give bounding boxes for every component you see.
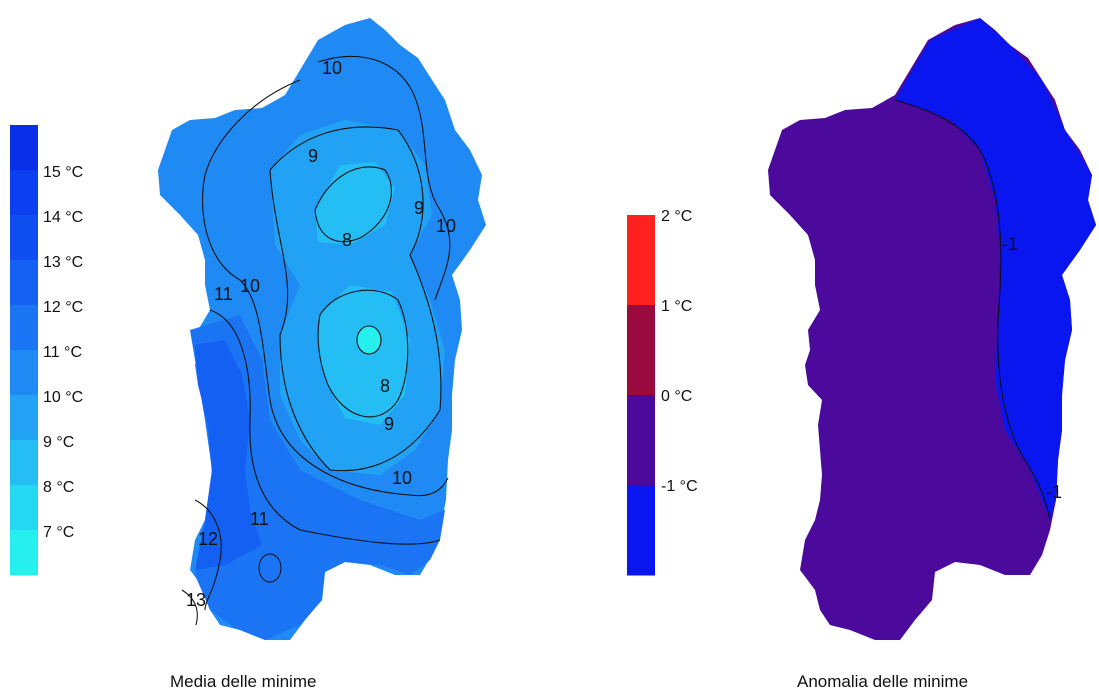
anomaly-colorbar: 2 °C 1 °C 0 °C -1 °C xyxy=(627,208,698,576)
temperature-colorbar-label: 7 °C xyxy=(43,524,74,541)
temperature-colorbar-label: 11 °C xyxy=(43,344,82,361)
contour-lines xyxy=(181,55,451,626)
contour-label: -1 xyxy=(1002,234,1018,254)
contour-label: 10 xyxy=(240,276,260,296)
anomaly-map: -1 -1 xyxy=(768,18,1096,640)
mean-minimum-map: 10 9 9 8 10 11 10 8 9 10 11 12 13 xyxy=(158,18,486,640)
contour-label: 13 xyxy=(186,590,206,610)
contour-label: 10 xyxy=(322,58,342,78)
contour-label: 12 xyxy=(198,529,218,549)
anomaly-colorbar-label: 0 °C xyxy=(661,388,692,405)
temperature-colorbar-label: 9 °C xyxy=(43,434,74,451)
contour-label: 9 xyxy=(384,414,394,434)
temperature-colorbar-segment xyxy=(10,440,38,486)
temperature-colorbar-segment xyxy=(10,260,38,306)
anomaly-colorbar-segment xyxy=(627,215,655,306)
contour-label: 9 xyxy=(308,146,318,166)
temperature-colorbar-label: 8 °C xyxy=(43,479,74,496)
anomaly-contour-line xyxy=(894,99,1051,521)
contour-label: 11 xyxy=(250,509,269,529)
anomaly-colorbar-segment xyxy=(627,485,655,576)
left-map-caption: Media delle minime xyxy=(170,672,317,691)
temperature-colorbar-segment xyxy=(10,485,38,531)
contour-label: 8 xyxy=(380,376,390,396)
temperature-colorbar-segment xyxy=(10,530,38,576)
contour-label: 11 xyxy=(214,284,233,304)
temperature-colorbar-label: 10 °C xyxy=(43,389,83,406)
temperature-colorbar-segment xyxy=(10,215,38,261)
contour-label: 9 xyxy=(414,198,424,218)
temperature-colorbar-segment xyxy=(10,170,38,216)
anomaly-colorbar-segment xyxy=(627,395,655,486)
temperature-colorbar-segment xyxy=(10,305,38,351)
island-fill-zones xyxy=(190,120,445,640)
contour-label: 8 xyxy=(342,230,352,250)
temperature-colorbar-segment xyxy=(10,395,38,441)
contour-label-group: 10 9 9 8 10 11 10 8 9 10 11 12 13 xyxy=(186,58,456,610)
anomaly-colorbar-label: 2 °C xyxy=(661,208,692,225)
temperature-colorbar-label: 12 °C xyxy=(43,299,83,316)
contour-label: 10 xyxy=(436,216,456,236)
temperature-colorbar: 15 °C 14 °C 13 °C 12 °C 11 °C 10 °C 9 °C 8 °C 7 … xyxy=(10,125,83,576)
right-map-caption: Anomalia delle minime xyxy=(797,672,969,691)
temperature-colorbar-label: 15 °C xyxy=(43,164,83,181)
anomaly-colorbar-label: 1 °C xyxy=(661,298,692,315)
strong-negative-zone xyxy=(895,18,1096,520)
anomaly-colorbar-label: -1 °C xyxy=(661,478,698,495)
temperature-colorbar-label: 14 °C xyxy=(43,209,83,226)
temperature-colorbar-segment xyxy=(10,350,38,396)
temperature-colorbar-label: 13 °C xyxy=(43,254,83,271)
contour-label: 10 xyxy=(392,468,412,488)
contour-label: -1 xyxy=(1046,482,1062,502)
anomaly-colorbar-segment xyxy=(627,305,655,396)
temperature-colorbar-segment xyxy=(10,125,38,171)
